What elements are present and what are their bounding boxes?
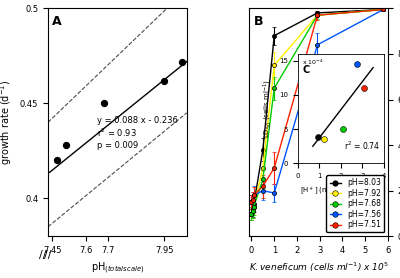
Point (179, 59, 186, 64)
Text: B: B (253, 15, 263, 28)
X-axis label: $K. veneficum$ (cells ml$^{-1}$) x 10$^5$: $K. veneficum$ (cells ml$^{-1}$) x 10$^5… (249, 260, 388, 274)
Text: //: // (44, 250, 52, 260)
X-axis label: pH$_{(total scale)}$: pH$_{(total scale)}$ (91, 260, 144, 276)
Point (54, 158, 60, 163)
Point (161, 78, 168, 83)
Text: //: // (39, 250, 46, 260)
Text: y = 0.088 x - 0.236
r$^2$ = 0.93
p = 0.009: y = 0.088 x - 0.236 r$^2$ = 0.93 p = 0.0… (96, 116, 178, 150)
Point (63, 143, 69, 147)
Y-axis label: growth rate (d$^{-1}$): growth rate (d$^{-1}$) (0, 80, 14, 165)
Point (101, 101, 107, 106)
Legend: pH=8.03, pH=7.92, pH=7.68, pH=7.56, pH=7.51: pH=8.03, pH=7.92, pH=7.68, pH=7.56, pH=7… (326, 175, 384, 232)
Text: A: A (52, 15, 62, 28)
